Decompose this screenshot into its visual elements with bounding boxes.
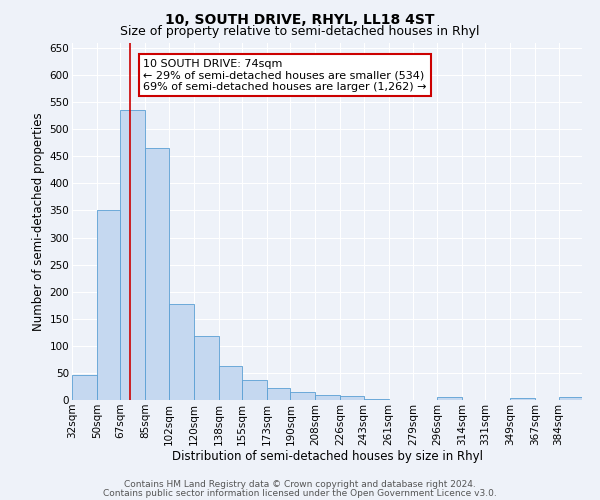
Bar <box>242 380 267 400</box>
Text: 10 SOUTH DRIVE: 74sqm
← 29% of semi-detached houses are smaller (534)
69% of sem: 10 SOUTH DRIVE: 74sqm ← 29% of semi-deta… <box>143 58 427 92</box>
Bar <box>267 388 290 400</box>
Text: Contains public sector information licensed under the Open Government Licence v3: Contains public sector information licen… <box>103 488 497 498</box>
Bar <box>97 210 121 400</box>
X-axis label: Distribution of semi-detached houses by size in Rhyl: Distribution of semi-detached houses by … <box>172 450 482 464</box>
Bar <box>169 304 194 400</box>
Bar <box>72 374 97 400</box>
Bar <box>194 336 218 400</box>
Bar <box>315 394 340 400</box>
Bar <box>121 110 145 400</box>
Text: 10, SOUTH DRIVE, RHYL, LL18 4ST: 10, SOUTH DRIVE, RHYL, LL18 4ST <box>165 12 435 26</box>
Bar <box>559 398 582 400</box>
Bar <box>145 148 169 400</box>
Bar <box>510 398 535 400</box>
Bar <box>340 396 364 400</box>
Bar <box>437 398 462 400</box>
Y-axis label: Number of semi-detached properties: Number of semi-detached properties <box>32 112 46 330</box>
Text: Size of property relative to semi-detached houses in Rhyl: Size of property relative to semi-detach… <box>120 25 480 38</box>
Bar <box>290 392 315 400</box>
Text: Contains HM Land Registry data © Crown copyright and database right 2024.: Contains HM Land Registry data © Crown c… <box>124 480 476 489</box>
Bar <box>218 366 242 400</box>
